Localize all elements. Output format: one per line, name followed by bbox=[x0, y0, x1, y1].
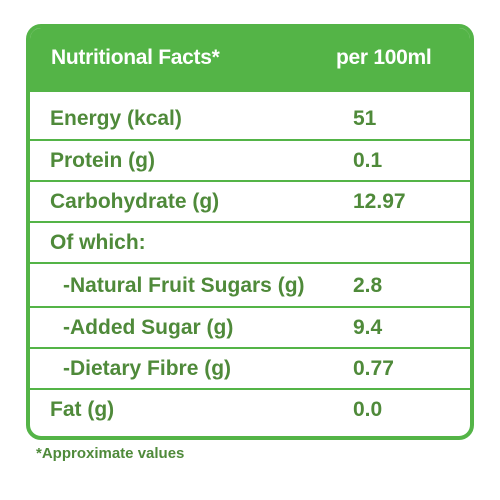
row-divider bbox=[30, 221, 470, 223]
nutrient-row-dietary-fibre: -Dietary Fibre (g) 0.77 bbox=[30, 349, 470, 389]
nutrient-value: 12.97 bbox=[353, 190, 406, 213]
row-divider bbox=[30, 180, 470, 182]
nutrient-row-added-sugar: -Added Sugar (g) 9.4 bbox=[30, 308, 470, 348]
nutrient-value: 51 bbox=[353, 107, 377, 130]
nutrient-row-carbohydrate: Carbohydrate (g) 12.97 bbox=[30, 182, 470, 222]
nutrient-row-of-which: Of which: bbox=[30, 223, 470, 263]
row-divider bbox=[30, 388, 470, 390]
nutrient-label: Of which: bbox=[50, 231, 146, 254]
nutrient-row-energy: Energy (kcal) 51 bbox=[30, 99, 470, 139]
nutrient-label: Energy (kcal) bbox=[50, 107, 182, 130]
nutrition-header: Nutritional Facts* per 100ml bbox=[30, 28, 470, 92]
nutrient-value: 9.4 bbox=[353, 316, 383, 339]
nutrient-row-protein: Protein (g) 0.1 bbox=[30, 141, 470, 181]
nutrient-value: 0.77 bbox=[353, 357, 394, 380]
nutrient-label: -Natural Fruit Sugars (g) bbox=[63, 274, 305, 297]
approximate-values-footnote: *Approximate values bbox=[36, 445, 185, 462]
nutrient-value: 0.1 bbox=[353, 149, 383, 172]
nutrient-label: -Dietary Fibre (g) bbox=[63, 357, 232, 380]
nutrient-label: -Added Sugar (g) bbox=[63, 316, 234, 339]
row-divider bbox=[30, 306, 470, 308]
nutrient-label: Fat (g) bbox=[50, 398, 115, 421]
nutrient-row-fat: Fat (g) 0.0 bbox=[30, 390, 470, 430]
nutrition-title: Nutritional Facts* bbox=[51, 46, 220, 69]
nutrient-value: 0.0 bbox=[353, 398, 383, 421]
row-divider bbox=[30, 139, 470, 141]
nutrient-value: 2.8 bbox=[353, 274, 383, 297]
serving-basis: per 100ml bbox=[336, 46, 432, 69]
nutrient-label: Carbohydrate (g) bbox=[50, 190, 220, 213]
nutrient-row-natural-fruit-sugars: -Natural Fruit Sugars (g) 2.8 bbox=[30, 266, 470, 306]
row-divider bbox=[30, 262, 470, 264]
nutrient-label: Protein (g) bbox=[50, 149, 155, 172]
row-divider bbox=[30, 347, 470, 349]
nutrition-facts-panel: Nutritional Facts* per 100ml Energy (kca… bbox=[26, 24, 474, 440]
